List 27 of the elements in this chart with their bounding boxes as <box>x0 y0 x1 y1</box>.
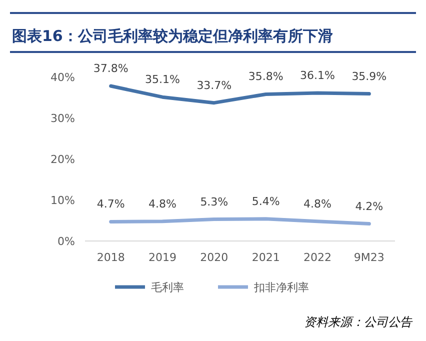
data-label: 35.8% <box>248 70 284 84</box>
data-label: 35.1% <box>145 73 180 86</box>
y-tick-label: 40% <box>50 71 75 84</box>
data-label: 35.9% <box>352 70 387 83</box>
y-tick-label: 0% <box>58 235 75 248</box>
legend-label: 扣非净利率 <box>253 281 309 294</box>
y-tick-label: 30% <box>50 112 75 125</box>
x-tick-label: 9M23 <box>354 251 384 264</box>
data-label: 4.2% <box>355 200 384 213</box>
text: 资料来源：公司公告 <box>304 315 413 329</box>
chart-title: 图表16：公司毛利率较为稳定但净利率有所下滑 <box>12 27 333 45</box>
x-tick-label: 2019 <box>148 251 176 264</box>
x-tick-label: 2018 <box>96 251 125 264</box>
data-label: 36.1% <box>300 68 335 82</box>
data-label: 5.3% <box>200 195 228 208</box>
y-tick-label: 20% <box>50 153 75 166</box>
data-label: 4.8% <box>148 197 176 210</box>
x-tick-label: 2020 <box>200 251 228 264</box>
x-tick-label: 2022 <box>304 251 332 264</box>
legend-label: 毛利率 <box>151 281 184 294</box>
y-tick-label: 10% <box>50 194 75 207</box>
data-label: 4.7% <box>96 198 125 211</box>
x-tick-label: 2021 <box>252 251 280 264</box>
data-label: 5.4% <box>252 194 280 208</box>
data-label: 33.7% <box>196 78 232 92</box>
data-label: 4.8% <box>304 197 332 210</box>
data-label: 37.8% <box>93 62 128 76</box>
